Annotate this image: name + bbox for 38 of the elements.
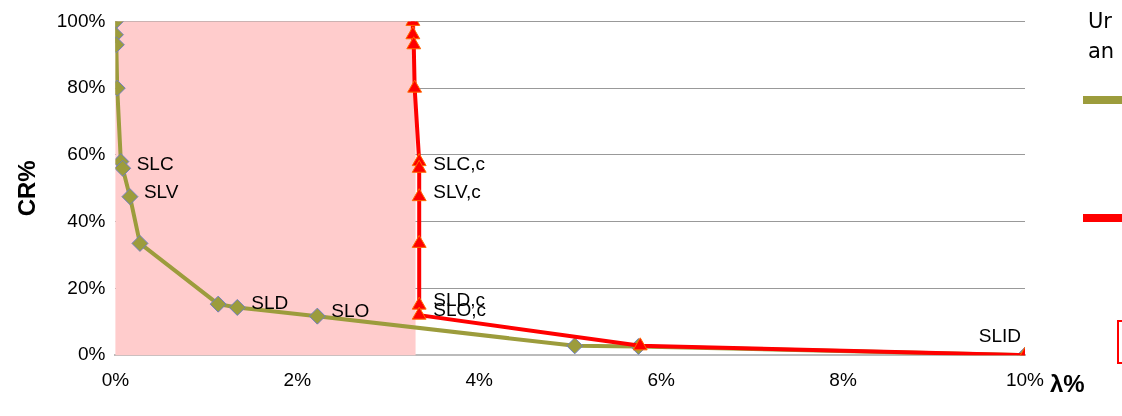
point [209, 295, 227, 313]
point [406, 36, 422, 50]
data-label: SLV [143, 180, 179, 202]
x-tick-label: 8% [829, 368, 857, 390]
point [411, 188, 427, 202]
y-tick-label: 20% [67, 276, 106, 298]
x-tick-label: 4% [465, 368, 494, 390]
y-axis-title: CR% [13, 160, 41, 217]
x-tick-label: 10% [1005, 368, 1045, 390]
point [411, 159, 427, 173]
point [228, 298, 246, 316]
data-label: SLC,c [433, 152, 485, 174]
data-label: SLO [331, 300, 370, 322]
y-tick-label: 0% [77, 343, 106, 365]
point [405, 26, 421, 40]
point [308, 307, 326, 325]
point [411, 234, 427, 248]
y-tick-label: 80% [67, 76, 106, 98]
point [115, 159, 132, 177]
y-tick-label: 40% [67, 209, 106, 231]
data-label: SLC [136, 152, 174, 174]
legend-title: Ur an [1088, 8, 1116, 65]
point [411, 296, 427, 310]
point [411, 306, 427, 320]
data-label: SLV,c [433, 180, 481, 202]
x-tick-label: 2% [283, 368, 312, 390]
point [566, 337, 584, 355]
point [121, 188, 139, 206]
point [131, 234, 149, 252]
data-label: SLD [251, 291, 289, 313]
x-axis-title: λ% [1050, 369, 1085, 397]
x-tick-label: 6% [647, 368, 675, 390]
y-tick-label: 100% [56, 9, 106, 31]
data-label: SLID [978, 325, 1021, 347]
point [407, 79, 423, 93]
x-tick-label: 0% [101, 368, 130, 390]
y-tick-label: 60% [67, 143, 106, 165]
point [632, 337, 648, 351]
